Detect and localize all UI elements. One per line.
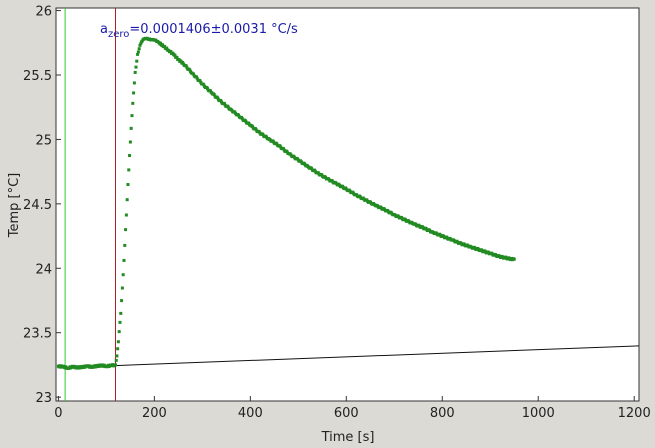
data-point — [185, 65, 189, 69]
y-tick-label: 23 — [35, 391, 52, 406]
data-point — [138, 43, 142, 47]
data-point — [113, 363, 117, 367]
x-axis-label: Time [s] — [321, 430, 375, 445]
data-point — [124, 213, 128, 217]
data-point — [116, 347, 120, 351]
data-point — [119, 311, 123, 315]
data-point — [285, 150, 289, 154]
data-point — [118, 320, 122, 324]
data-point — [237, 113, 241, 117]
data-point — [251, 125, 255, 129]
x-tick-label: 400 — [238, 406, 263, 421]
data-point — [206, 87, 210, 91]
data-point — [133, 70, 137, 74]
data-point — [130, 114, 134, 118]
data-point — [128, 154, 132, 158]
data-point — [122, 258, 126, 262]
data-point — [175, 55, 179, 59]
data-point — [128, 140, 132, 144]
data-point — [212, 93, 216, 97]
data-point — [136, 52, 140, 56]
data-point — [216, 96, 220, 100]
x-tick-label: 800 — [430, 406, 455, 421]
data-point — [161, 43, 165, 47]
x-tick-label: 600 — [334, 406, 359, 421]
data-point — [132, 81, 136, 85]
fit-line — [115, 345, 639, 367]
data-point — [137, 47, 141, 51]
series-0 — [56, 36, 516, 370]
y-axis-label: Temp [°C] — [7, 173, 22, 239]
data-point — [125, 198, 129, 202]
plot-area — [55, 7, 640, 402]
x-tick-label: 200 — [142, 406, 167, 421]
data-point — [115, 354, 119, 358]
data-point — [132, 91, 136, 95]
data-point — [165, 46, 169, 50]
data-point — [247, 121, 251, 125]
y-tick-label: 25.5 — [23, 69, 52, 84]
data-point — [134, 65, 138, 69]
data-point — [114, 358, 118, 362]
x-tick-label: 1000 — [522, 406, 555, 421]
data-point — [129, 126, 133, 130]
data-point — [117, 330, 121, 334]
data-point — [136, 50, 140, 54]
annotation-value: =0.0001406±0.0031 °C/s — [129, 22, 298, 37]
data-point — [512, 257, 516, 261]
data-point — [173, 53, 177, 57]
x-tick-label: 0 — [54, 406, 62, 421]
data-point — [123, 243, 127, 247]
fit-annotation: azero=0.0001406±0.0031 °C/s — [100, 22, 298, 40]
data-point — [127, 168, 131, 172]
x-axis: 0 200 400 600 800 1000 1200 — [54, 396, 651, 421]
y-axis: 23 23.5 24 24.5 25 25.5 26 — [23, 5, 61, 406]
data-point — [163, 44, 167, 48]
x-tick-label: 1200 — [618, 406, 651, 421]
data-point — [139, 42, 143, 46]
data-point — [226, 105, 230, 109]
data-point — [195, 76, 199, 80]
data-point — [131, 101, 135, 105]
y-tick-label: 25 — [35, 133, 52, 148]
annotation-prefix: a — [100, 22, 108, 37]
data-point — [116, 340, 120, 344]
data-point — [202, 83, 206, 87]
data-point — [135, 59, 139, 63]
plot-content — [56, 8, 639, 401]
annotation-subscript: zero — [108, 29, 129, 40]
y-tick-label: 26 — [35, 5, 52, 20]
data-point — [124, 228, 128, 232]
data-point — [240, 116, 244, 120]
y-tick-label: 24 — [35, 262, 52, 277]
data-point — [198, 79, 202, 83]
data-point — [120, 299, 124, 303]
data-point — [126, 183, 130, 187]
y-tick-label: 23.5 — [23, 327, 52, 342]
data-point — [188, 68, 192, 72]
data-point — [191, 72, 195, 76]
data-point — [120, 286, 124, 290]
data-point — [121, 273, 125, 277]
y-tick-label: 24.5 — [23, 198, 52, 213]
data-point — [169, 49, 173, 53]
